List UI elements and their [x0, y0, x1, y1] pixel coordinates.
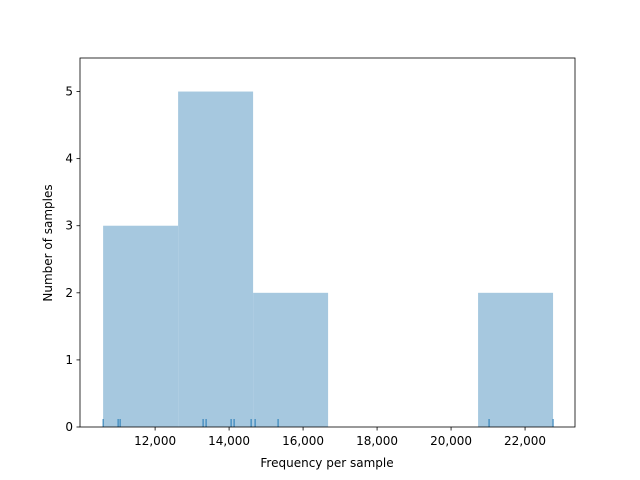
y-axis-label: Number of samples: [41, 184, 55, 301]
plot-frame: [79, 57, 576, 428]
y-tick-label: 0: [65, 420, 73, 434]
x-tick-label: 20,000: [430, 434, 472, 448]
y-tick-label: 1: [65, 353, 73, 367]
bar: [103, 225, 179, 427]
x-tick-label: 16,000: [282, 434, 324, 448]
x-tick-label: 12,000: [134, 434, 176, 448]
y-tick-label: 4: [65, 152, 73, 166]
x-axis-label: Frequency per sample: [260, 456, 393, 470]
x-tick-label: 14,000: [208, 434, 250, 448]
x-tick-label: 18,000: [356, 434, 398, 448]
x-tick-label: 22,000: [504, 434, 546, 448]
bar: [253, 292, 329, 427]
bar: [478, 292, 554, 427]
y-tick-label: 5: [65, 85, 73, 99]
bar: [178, 91, 254, 427]
y-tick-label: 3: [65, 219, 73, 233]
y-tick-label: 2: [65, 286, 73, 300]
